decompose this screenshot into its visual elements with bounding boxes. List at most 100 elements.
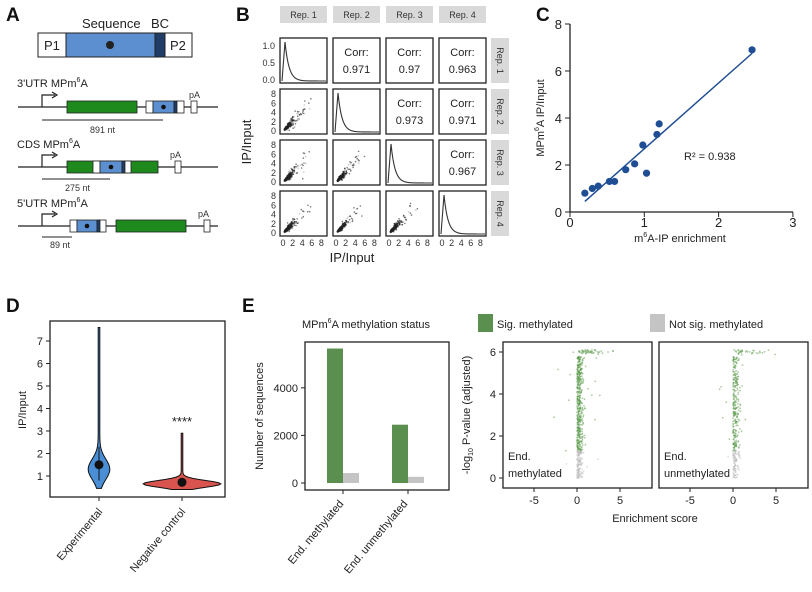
strip-header bbox=[333, 6, 380, 23]
scatter-point bbox=[352, 166, 354, 169]
barcode-box bbox=[173, 100, 178, 114]
scatter-point bbox=[347, 168, 350, 171]
x-tick-label: 1 bbox=[641, 215, 648, 230]
scatter-point bbox=[289, 178, 292, 180]
scatter-point bbox=[288, 173, 290, 176]
sig-point bbox=[732, 406, 735, 409]
panel-a-diagram: Sequence BC P1 P2 3'UTR MPm6A 891 nt pA … bbox=[17, 16, 209, 250]
median-dot bbox=[94, 460, 104, 470]
scatter-point bbox=[298, 213, 301, 215]
scatter-point bbox=[289, 228, 291, 230]
scatter-point bbox=[338, 178, 340, 181]
sig-point bbox=[581, 361, 584, 364]
promoter-arrow-icon bbox=[41, 213, 55, 226]
sig-point bbox=[578, 403, 581, 406]
scatter-point bbox=[341, 176, 343, 179]
sig-point bbox=[591, 349, 593, 351]
x-tick-label: 0 bbox=[280, 238, 285, 248]
scatter-point bbox=[295, 120, 297, 123]
sig-point bbox=[732, 370, 734, 373]
scatter-point bbox=[342, 170, 344, 173]
scatter-point bbox=[288, 174, 290, 176]
d-significance-stars: **** bbox=[172, 414, 192, 429]
scatter-point bbox=[285, 228, 287, 231]
scatter-point bbox=[291, 172, 294, 174]
sig-point bbox=[732, 388, 734, 391]
not-sig-point bbox=[733, 476, 735, 478]
sig-point bbox=[579, 386, 581, 389]
sig-point bbox=[753, 349, 755, 352]
p2-label: P2 bbox=[170, 38, 186, 53]
sig-point bbox=[578, 422, 580, 425]
density-curve bbox=[281, 41, 327, 82]
sig-point bbox=[579, 363, 582, 365]
sig-point bbox=[582, 414, 585, 416]
scatter-point bbox=[294, 123, 297, 125]
scatter-point bbox=[286, 124, 289, 127]
scatter-point bbox=[339, 177, 342, 179]
scatter-point bbox=[348, 218, 351, 221]
scatter-point bbox=[284, 230, 287, 232]
data-point bbox=[639, 141, 647, 149]
scatter-point bbox=[288, 226, 290, 228]
sig-point bbox=[734, 403, 737, 406]
bar-sig bbox=[327, 348, 343, 483]
scatter-point bbox=[289, 120, 292, 122]
sig-point bbox=[732, 360, 735, 362]
sig-point bbox=[582, 415, 585, 418]
sig-point bbox=[612, 350, 614, 353]
not-sig-point bbox=[733, 457, 736, 460]
sig-point bbox=[581, 435, 584, 438]
scatter-point bbox=[289, 173, 291, 175]
x-tick-label: 0 bbox=[386, 238, 391, 248]
sig-point bbox=[580, 372, 582, 374]
facet-label: methylated bbox=[508, 468, 562, 480]
scatter-point bbox=[294, 222, 296, 225]
sig-point bbox=[721, 416, 724, 419]
x-tick-label: 5 bbox=[773, 495, 779, 507]
scatter-point bbox=[286, 176, 289, 179]
y-tick-label: 4 bbox=[37, 404, 43, 416]
sig-point bbox=[579, 383, 582, 385]
y-tick-label: 4 bbox=[490, 389, 496, 401]
scatter-point bbox=[285, 227, 288, 230]
sig-point bbox=[732, 426, 735, 428]
y-tick-label: 6 bbox=[271, 200, 276, 210]
sig-point bbox=[579, 431, 582, 433]
sig-point bbox=[576, 380, 579, 383]
scatter-point bbox=[290, 120, 293, 123]
sig-point bbox=[720, 386, 722, 388]
sig-point bbox=[740, 430, 743, 433]
scatter-point bbox=[287, 175, 290, 177]
scatter-point bbox=[303, 162, 305, 164]
scatter-point bbox=[287, 176, 290, 178]
scatter-point bbox=[350, 161, 353, 164]
scatter-point bbox=[339, 175, 341, 178]
sig-point bbox=[732, 404, 734, 406]
sig-point bbox=[735, 361, 738, 364]
scatter-point bbox=[293, 126, 296, 129]
promoter-arrowhead-icon bbox=[51, 151, 59, 159]
scatter-point bbox=[301, 217, 303, 219]
sig-point bbox=[577, 395, 580, 398]
sig-point bbox=[734, 379, 737, 382]
sig-point bbox=[767, 349, 770, 352]
scatter-point bbox=[296, 119, 299, 121]
x-tick-label: 2 bbox=[343, 238, 348, 248]
scatter-point bbox=[293, 171, 296, 173]
y-tick-label: 0.0 bbox=[262, 75, 275, 85]
sig-point bbox=[737, 393, 739, 396]
strip-header-label: Rep. 4 bbox=[449, 10, 476, 20]
scatter-point bbox=[283, 230, 286, 232]
e-volcano-y-axis-label: -log10 P-value (adjusted) bbox=[461, 356, 475, 474]
sig-point bbox=[736, 373, 739, 375]
b-y-axis-label: IP/Input bbox=[239, 119, 254, 164]
sig-point bbox=[734, 374, 737, 377]
bar-sig bbox=[392, 424, 408, 483]
corr-label: Corr: bbox=[397, 98, 421, 110]
scatter-point bbox=[393, 222, 396, 225]
sig-point bbox=[581, 428, 584, 430]
scatter-point bbox=[293, 125, 296, 128]
scatter-point bbox=[291, 223, 294, 225]
scatter-point bbox=[295, 119, 297, 122]
